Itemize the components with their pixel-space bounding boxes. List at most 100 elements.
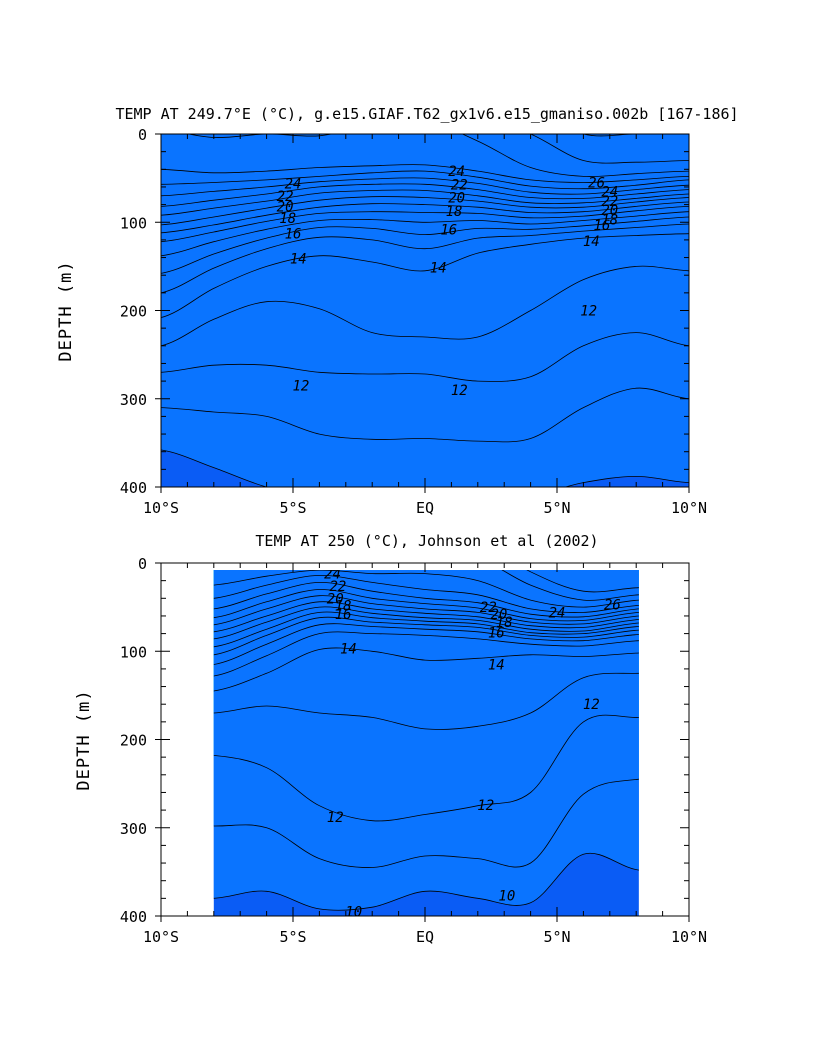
isotherm-16	[161, 216, 689, 274]
x-tick-label: 10°N	[671, 928, 707, 946]
contour-label: 20	[490, 607, 507, 623]
y-tick-label: 0	[138, 126, 147, 144]
y-tick-label: 300	[120, 391, 147, 409]
x-tick-label: 10°N	[671, 499, 707, 517]
contour-label: 16	[335, 607, 352, 623]
isotherm-22	[213, 589, 639, 622]
isotherm-lines	[161, 134, 689, 487]
temperature-fills	[213, 570, 639, 916]
isotherm-23	[213, 581, 639, 618]
x-tick-label: 10°S	[143, 499, 179, 517]
isotherm-17	[213, 616, 639, 656]
isotherm-16	[213, 623, 639, 665]
contour-label: 18	[446, 204, 463, 220]
y-tick-label: 300	[120, 820, 147, 838]
axes: 10°S 5°S EQ 5°N 10°N 0 100 200 300 400	[120, 126, 707, 517]
contour-label: 20	[327, 591, 344, 607]
isotherm-18	[161, 205, 689, 243]
y-tick-label: 200	[120, 303, 147, 321]
chart-title: TEMP AT 249.7°E (°C), g.e15.GIAF.T62_gx1…	[115, 105, 738, 123]
isotherm-25	[213, 570, 639, 608]
contour-label: 14	[583, 234, 600, 250]
contour-label: 18	[601, 213, 618, 229]
contour-label: 12	[327, 810, 344, 826]
contour-label: 24	[324, 567, 341, 583]
isotherm-11	[161, 387, 689, 443]
isotherm-20	[213, 601, 639, 633]
contour-label: 18	[279, 211, 296, 227]
isotherm-19	[161, 201, 689, 234]
axes: 10°S 5°S EQ 5°N 10°N 0 100 200 300 400	[120, 555, 707, 946]
contour-label: 20	[448, 191, 465, 207]
y-tick-label: 400	[120, 479, 147, 497]
x-tick-label: 5°N	[543, 928, 570, 946]
isotherm-11	[213, 778, 639, 868]
isotherm-26	[501, 570, 639, 601]
contour-label: 16	[285, 227, 302, 243]
contour-label: 12	[451, 383, 468, 399]
contour-label: 14	[340, 642, 357, 658]
contour-label: 24	[601, 184, 618, 200]
contour-label: 22	[329, 579, 346, 595]
x-tick-label: 5°N	[543, 499, 570, 517]
isotherm-15	[161, 223, 689, 294]
temperature-band-10	[161, 134, 689, 487]
contour-label: 18	[335, 598, 352, 614]
contour-label: 12	[477, 798, 494, 814]
contour-label: 24	[549, 605, 566, 621]
y-axis-label: DEPTH (m)	[56, 260, 76, 361]
temperature-fills	[161, 134, 689, 487]
x-tick-label: 10°S	[143, 928, 179, 946]
chart-model-temperature-section: TEMP AT 249.7°E (°C), g.e15.GIAF.T62_gx1…	[56, 105, 739, 517]
contour-label: 16	[593, 218, 610, 234]
isotherm-22	[161, 183, 689, 207]
contour-label: 22	[277, 189, 294, 205]
x-tick-label: EQ	[416, 499, 434, 517]
isotherm-lines	[213, 570, 639, 911]
contour-label: 10	[498, 889, 515, 905]
isotherm-19	[213, 606, 639, 640]
y-axis-label: DEPTH (m)	[74, 689, 94, 790]
contour-label: 16	[488, 626, 505, 642]
contour-label: 18	[496, 615, 513, 631]
contour-label: 14	[290, 251, 307, 267]
isotherm-10	[161, 449, 689, 487]
contour-label: 10	[345, 905, 362, 921]
y-tick-label: 0	[138, 555, 147, 573]
x-tick-label: 5°S	[279, 928, 306, 946]
isotherm-12	[161, 332, 689, 382]
y-tick-label: 100	[120, 643, 147, 661]
isotherm-21	[213, 595, 639, 626]
isotherm-27	[529, 134, 689, 164]
isotherm-25	[161, 164, 689, 183]
isotherm-14	[161, 233, 689, 319]
isotherm-21	[161, 189, 689, 216]
contour-label: 22	[451, 177, 468, 193]
isotherm-15	[213, 631, 639, 677]
contour-label: 24	[285, 176, 302, 192]
x-tick-label: 5°S	[279, 499, 306, 517]
chart-observed-temperature-section: TEMP AT 250 (°C), Johnson et al (2002) D…	[74, 532, 707, 946]
isotherm-13	[161, 265, 689, 347]
y-tick-label: 100	[120, 214, 147, 232]
contour-label: 12	[580, 304, 597, 320]
contour-label: 22	[480, 600, 497, 616]
contour-label: 26	[588, 176, 605, 192]
isotherm-14	[213, 647, 639, 692]
y-tick-label: 200	[120, 732, 147, 750]
contour-label: 20	[601, 203, 618, 219]
isotherm-12	[213, 714, 639, 822]
contour-label: 12	[292, 379, 309, 395]
contour-label: 16	[440, 222, 457, 238]
isotherm-23	[161, 177, 689, 197]
isotherm-24	[213, 574, 639, 613]
contour-label: 12	[583, 697, 600, 713]
isotherm-17	[161, 211, 689, 257]
x-tick-label: EQ	[416, 928, 434, 946]
contour-label: 20	[277, 199, 294, 215]
y-tick-label: 400	[120, 908, 147, 926]
isotherm-24	[161, 170, 689, 190]
contour-label: 22	[601, 194, 618, 210]
